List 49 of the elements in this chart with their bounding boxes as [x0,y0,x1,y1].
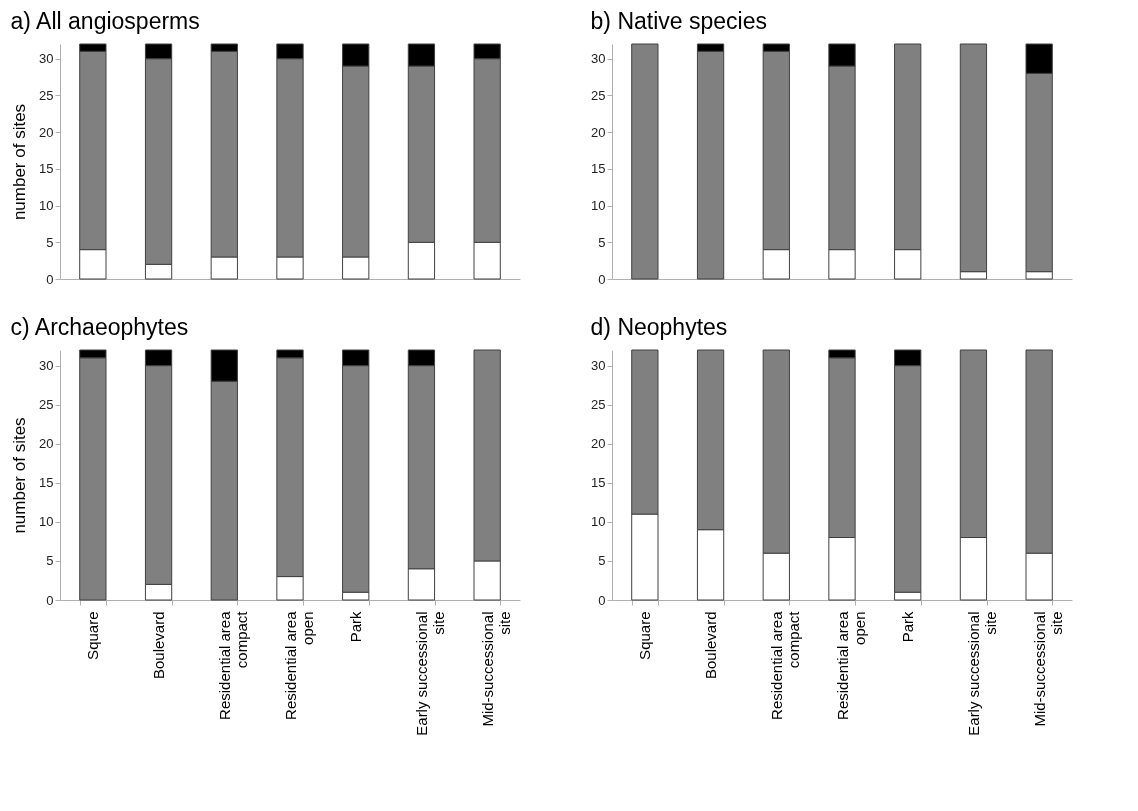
y-tick-label: 15 [591,161,606,177]
y-tick-label: 30 [39,51,54,67]
y-tick-label: 0 [46,271,54,287]
chart-title: c) Archaeophytes [10,313,189,340]
x-tick-label: Square [84,611,102,660]
y-tick-label: 25 [39,87,54,103]
y-tick-label: 10 [39,514,54,530]
x-tick-label: Park [899,611,917,643]
y-tick-label: 20 [591,124,606,140]
x-tick-label: Residential area open [281,610,316,720]
y-tick-label: 30 [591,51,606,67]
x-tick-label: Mid-successional site [478,611,513,727]
y-tick-label: 5 [46,234,54,250]
x-tick-label: Residential area open [833,610,868,720]
y-tick-label: 15 [591,475,606,491]
y-tick-label: 20 [39,124,54,140]
x-tick-label: Square [636,611,654,660]
y-tick-label: 25 [591,397,606,413]
y-tick-label: 15 [39,161,54,177]
y-tick-label: 20 [591,436,606,452]
y-tick-label: 5 [598,234,606,250]
y-axis-title: number of sites [10,417,30,534]
y-tick-label: 25 [39,397,54,413]
y-tick-label: 20 [39,436,54,452]
chart-title: b) Native species [590,7,767,34]
y-tick-label: 10 [591,198,606,214]
y-tick-label: 30 [591,358,606,374]
x-tick-label: Boulevard [150,611,168,680]
y-tick-label: 15 [39,475,54,491]
y-axis-title: number of sites [10,103,30,221]
y-tick-label: 25 [591,87,606,103]
chart-title: a) All angiosperms [10,7,200,34]
x-tick-label: Park [347,611,365,643]
y-tick-label: 0 [598,271,606,287]
x-tick-label: Boulevard [702,611,720,680]
x-tick-label: Mid-successional site [1030,611,1065,727]
y-tick-label: 10 [39,198,54,214]
bar [631,43,659,280]
y-tick-label: 5 [598,553,606,569]
y-tick-label: 5 [46,553,54,569]
x-tick-label: Residential area compact [767,610,802,720]
x-tick-label: Early successional site [964,611,999,736]
y-tick-label: 0 [46,592,54,608]
y-tick-label: 30 [39,358,54,374]
y-tick-label: 0 [598,592,606,608]
y-tick-label: 10 [591,514,606,530]
x-tick-label: Residential area compact [215,610,250,720]
x-tick-label: Early successional site [412,611,447,736]
chart-title: d) Neophytes [590,313,728,340]
